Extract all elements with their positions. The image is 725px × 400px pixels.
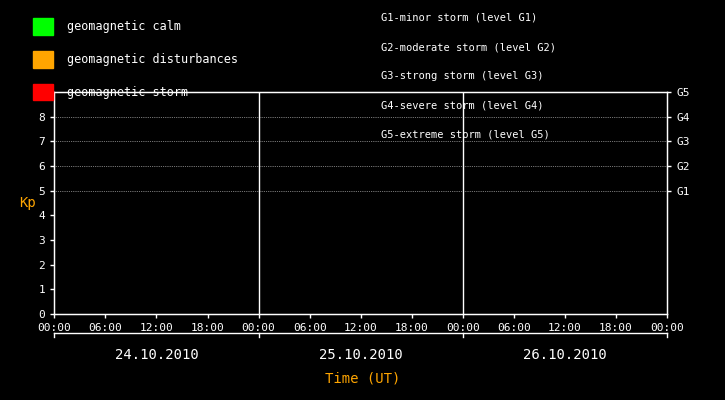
Text: G1-minor storm (level G1): G1-minor storm (level G1) <box>381 13 537 23</box>
Text: geomagnetic calm: geomagnetic calm <box>67 20 181 33</box>
Text: 25.10.2010: 25.10.2010 <box>319 348 402 362</box>
Text: G2-moderate storm (level G2): G2-moderate storm (level G2) <box>381 42 555 52</box>
Y-axis label: Kp: Kp <box>19 196 36 210</box>
Text: geomagnetic disturbances: geomagnetic disturbances <box>67 53 239 66</box>
Text: G4-severe storm (level G4): G4-severe storm (level G4) <box>381 100 543 110</box>
Text: G5-extreme storm (level G5): G5-extreme storm (level G5) <box>381 130 550 140</box>
Text: 24.10.2010: 24.10.2010 <box>115 348 199 362</box>
Text: 26.10.2010: 26.10.2010 <box>523 348 607 362</box>
Text: Time (UT): Time (UT) <box>325 372 400 386</box>
Text: geomagnetic storm: geomagnetic storm <box>67 86 188 98</box>
Text: G3-strong storm (level G3): G3-strong storm (level G3) <box>381 71 543 81</box>
